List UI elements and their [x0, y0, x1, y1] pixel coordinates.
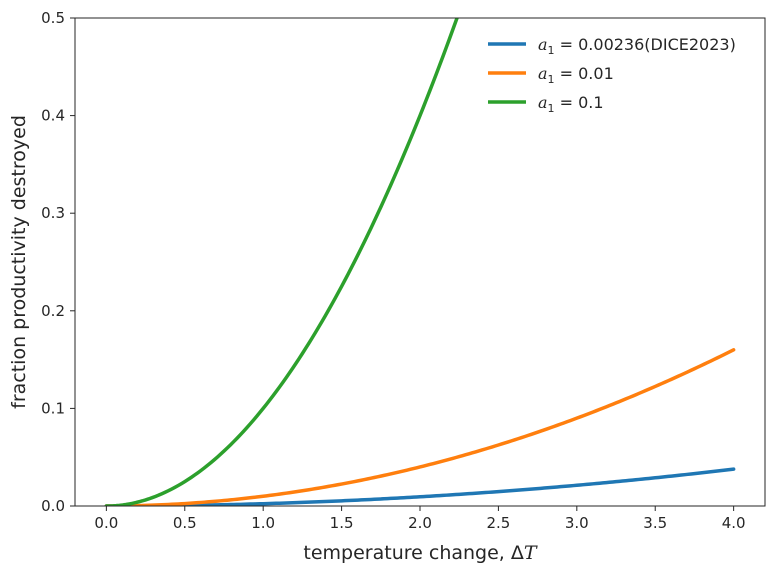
ticks-layer: 0.0 0.5 1.0 1.5 2.0 2.5 3.0 3.5 4.0 0.0 0.1 0.2 0.3 0…	[41, 9, 745, 532]
x-tick-label: 0.0	[94, 514, 118, 532]
x-tick-label: 0.5	[173, 514, 197, 532]
legend-label-1: a1 = 0.00236(DICE2023)	[538, 35, 736, 57]
y-tick-label: 0.4	[41, 107, 65, 125]
series-layer	[104, 18, 736, 506]
x-tick-label: 2.5	[486, 514, 510, 532]
series-line-3	[104, 18, 459, 506]
legend-label-2: a1 = 0.01	[538, 64, 614, 86]
y-tick-label: 0.5	[41, 9, 65, 27]
x-tick-label: 3.0	[565, 514, 589, 532]
x-tick-label: 1.5	[330, 514, 354, 532]
y-tick-label: 0.2	[41, 302, 65, 320]
y-tick-label: 0.0	[41, 497, 65, 515]
x-axis-label: temperature change, ΔT	[303, 542, 537, 564]
x-tick-label: 3.5	[643, 514, 667, 532]
x-tick-label: 4.0	[722, 514, 746, 532]
y-tick-label: 0.3	[41, 204, 65, 222]
legend: a1 = 0.00236(DICE2023) a1 = 0.01 a1 = 0.1	[488, 35, 736, 115]
x-tick-label: 2.0	[408, 514, 432, 532]
x-tick-label: 1.0	[251, 514, 275, 532]
y-axis-label: fraction productivity destroyed	[8, 115, 30, 409]
plot-frame	[74, 17, 766, 507]
series-line-2	[104, 348, 736, 506]
series-line-1	[104, 467, 736, 506]
y-tick-label: 0.1	[41, 399, 65, 417]
legend-label-3: a1 = 0.1	[538, 93, 604, 115]
